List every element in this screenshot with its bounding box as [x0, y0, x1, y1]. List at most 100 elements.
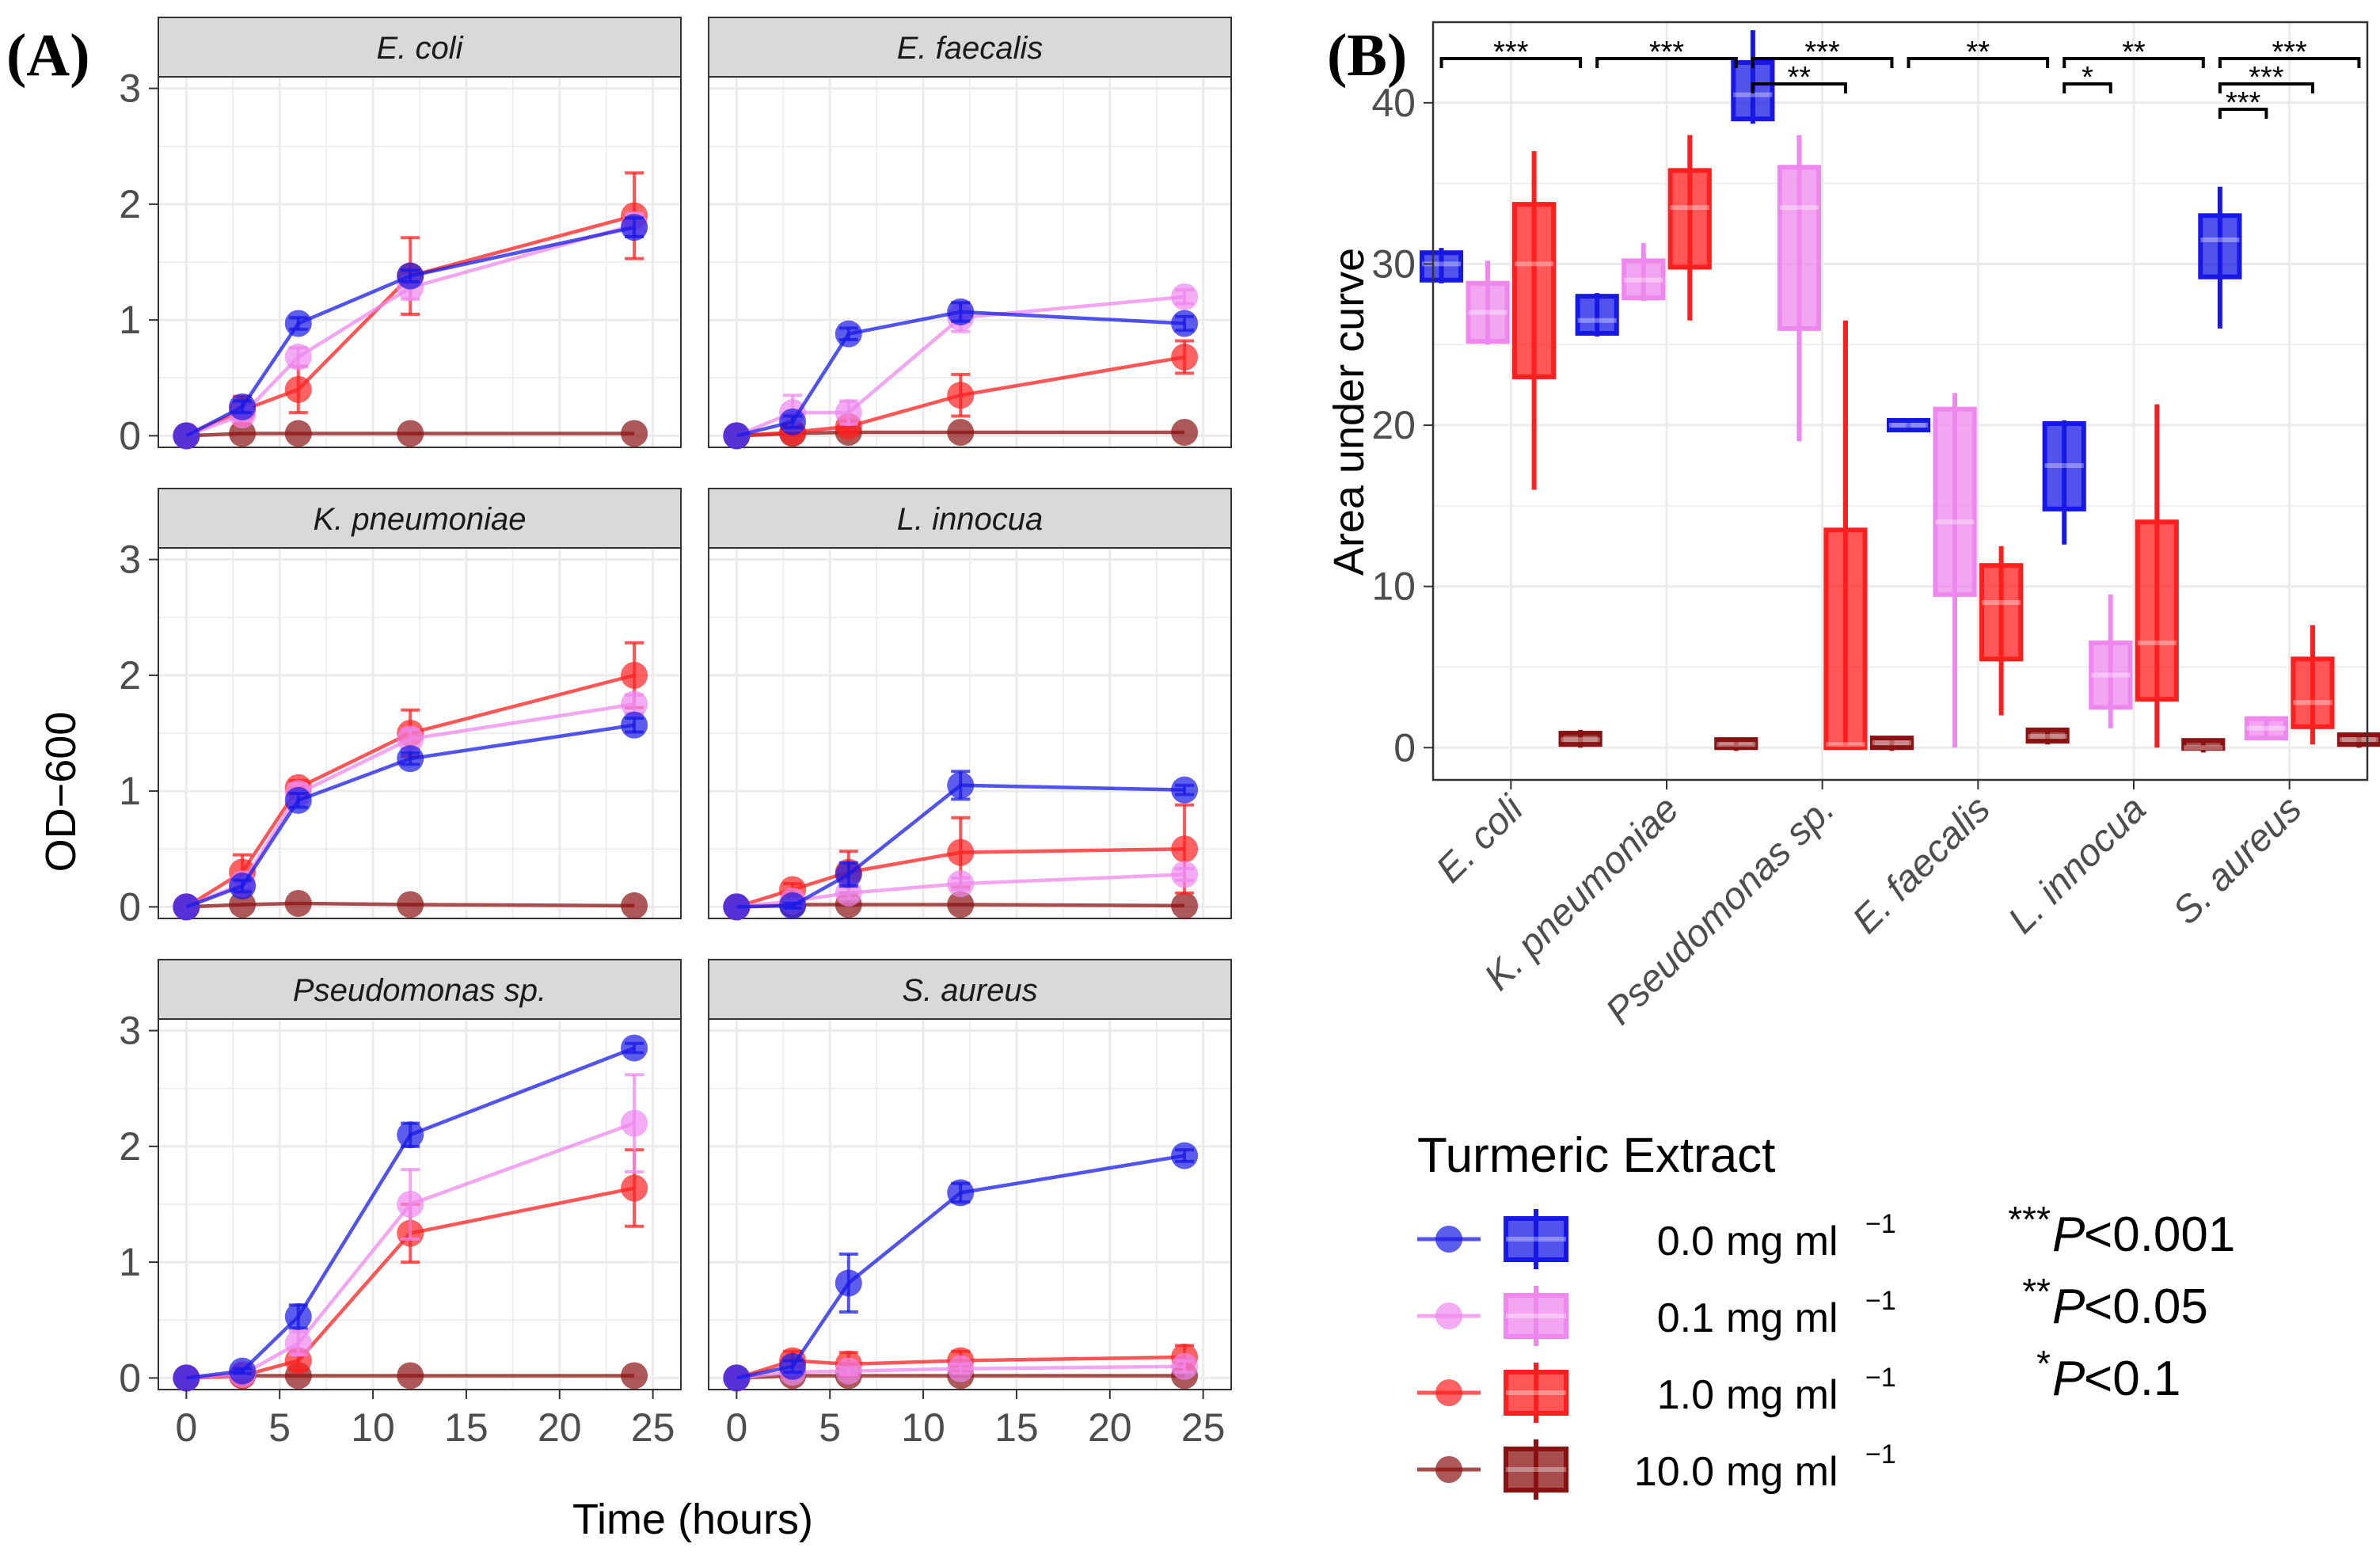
data-point — [1171, 310, 1199, 337]
box-5-1 — [2244, 716, 2288, 741]
box-5-3 — [2336, 732, 2380, 748]
x-tick-label: 10 — [901, 1405, 945, 1450]
facet-border — [158, 76, 682, 448]
legend-unit-exponent: −1 — [1865, 1209, 1896, 1239]
legend-box-key — [1504, 1370, 1568, 1416]
facet-border — [708, 1018, 1232, 1390]
box-1-3 — [1714, 737, 1758, 751]
bracket-line — [1439, 57, 1583, 68]
box-3-0 — [1886, 417, 1931, 433]
y-tick-label: 20 — [1371, 403, 1416, 447]
significance-bracket: *** — [1439, 36, 1583, 69]
data-point — [621, 1174, 648, 1202]
significance-bracket: *** — [2218, 61, 2314, 94]
facet-title: L. innocua — [897, 502, 1044, 537]
data-point — [173, 893, 200, 921]
bracket-label: *** — [2226, 86, 2261, 120]
data-point — [723, 893, 751, 921]
legend-item-2: 1.0 mg ml −1 — [1417, 1363, 1896, 1423]
facet-border — [158, 547, 682, 919]
series-c0 — [723, 1142, 1199, 1392]
y-tick-label: 3 — [119, 67, 141, 111]
x-tick-label: 10 — [351, 1405, 395, 1450]
significance-threshold: <0.1 — [2084, 1352, 2180, 1406]
series-c0 — [173, 214, 648, 450]
panel-a-growth-curves: E. coli 0 1 2 3 E. faecalis K. pneumoniae 0 1 2 3 L… — [37, 17, 1232, 1543]
data-point — [779, 1352, 807, 1380]
data-point — [229, 1357, 257, 1385]
box-body — [2042, 421, 2086, 511]
y-tick-label: 2 — [119, 182, 141, 226]
data-point — [621, 661, 648, 689]
x-tick-label: 15 — [444, 1405, 489, 1450]
significance-p: P — [2052, 1207, 2085, 1262]
significance-stars: ** — [2022, 1271, 2051, 1312]
data-point — [947, 771, 975, 799]
y-axis-label: OD−600 — [37, 712, 85, 873]
data-point — [947, 382, 975, 409]
box-body — [1714, 737, 1758, 751]
data-point — [1171, 892, 1199, 919]
legend-box-key — [1504, 1293, 1568, 1339]
legend-point-key — [1435, 1226, 1462, 1253]
legend-unit: mg ml — [1726, 1295, 1838, 1341]
data-point — [284, 420, 312, 447]
y-tick-label: 2 — [119, 1124, 141, 1169]
x-tick-label: 25 — [1181, 1405, 1226, 1450]
bracket-line — [1751, 57, 1894, 68]
data-point — [1171, 835, 1199, 863]
x-tick-label: 15 — [994, 1405, 1039, 1450]
data-point — [835, 1269, 862, 1297]
box-body — [2336, 732, 2380, 747]
y-tick-label: 0 — [119, 413, 141, 458]
significance-key-row: *** P<0.001 — [2008, 1199, 2235, 1262]
facet-title: K. pneumoniae — [313, 502, 526, 537]
data-point — [229, 420, 257, 447]
data-point — [947, 418, 975, 446]
category-label: E. coli — [1428, 787, 1532, 891]
data-point — [284, 310, 312, 337]
data-point — [723, 1364, 751, 1392]
data-point — [621, 1109, 648, 1137]
y-tick-label: 3 — [119, 1009, 141, 1053]
y-tick-label: 1 — [119, 298, 141, 342]
box-body — [2135, 519, 2179, 702]
box-body — [1869, 736, 1914, 751]
significance-p: P — [2052, 1352, 2085, 1406]
significance-bracket: * — [2063, 61, 2112, 94]
data-point — [229, 393, 257, 420]
significance-threshold: <0.001 — [2084, 1207, 2235, 1262]
legend-item-3: 10.0 mg ml −1 — [1417, 1439, 1896, 1500]
legend-point-key — [1435, 1302, 1462, 1329]
data-point — [835, 1357, 862, 1385]
box-body — [1979, 563, 2024, 662]
significance-bracket: *** — [1595, 36, 1738, 69]
significance-stars: * — [2036, 1343, 2051, 1384]
data-point — [1171, 418, 1199, 446]
y-tick-label: 1 — [119, 769, 141, 813]
box-2-3 — [1869, 736, 1914, 751]
bracket-label: *** — [1804, 36, 1840, 69]
significance-stars: *** — [2008, 1199, 2051, 1240]
box-body — [2244, 716, 2288, 741]
y-axis-label: Area under curve — [1325, 248, 1373, 576]
facet-border — [708, 547, 1232, 919]
data-point — [1171, 283, 1199, 310]
data-point — [1171, 1352, 1199, 1380]
significance-bracket: ** — [1751, 61, 1847, 94]
legend-box-key — [1504, 1216, 1568, 1262]
box-4-2 — [2135, 404, 2179, 748]
data-point — [621, 711, 648, 739]
box-body — [1419, 250, 1464, 283]
y-tick-label: 0 — [119, 1356, 141, 1400]
legend-title: Turmeric Extract — [1417, 1128, 1775, 1183]
box-1-0 — [1575, 293, 1619, 337]
box-5-2 — [2291, 625, 2335, 745]
data-point — [229, 891, 257, 918]
legend-value: 1.0 — [1657, 1372, 1714, 1418]
bracket-line — [2063, 57, 2205, 68]
box-body — [1622, 258, 1666, 301]
box-body — [1575, 294, 1619, 336]
